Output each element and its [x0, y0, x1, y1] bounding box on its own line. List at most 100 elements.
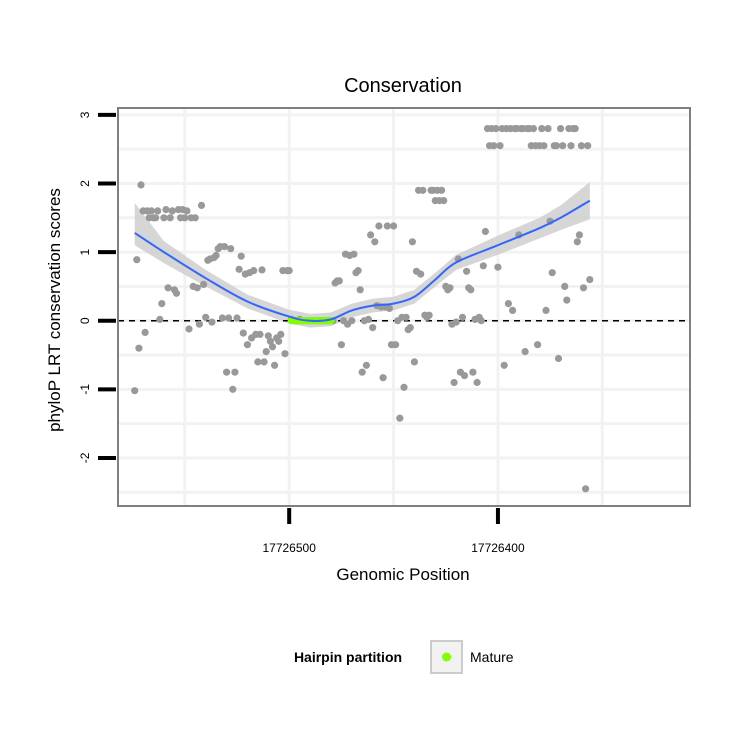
chart-title: Conservation [344, 75, 462, 97]
data-point [197, 201, 206, 209]
y-tick-label: -1 [78, 384, 92, 395]
data-point [496, 142, 504, 150]
data-point [354, 267, 362, 275]
data-point [258, 266, 266, 274]
data-point [371, 238, 379, 246]
data-point [544, 125, 552, 133]
data-point [577, 142, 586, 150]
data-point [573, 238, 581, 246]
data-point [337, 341, 345, 349]
data-point [438, 186, 446, 194]
data-point [183, 207, 191, 215]
legend-label-mature: Mature [470, 649, 514, 665]
data-point [561, 282, 569, 290]
data-point [390, 222, 398, 230]
data-point [446, 284, 454, 292]
data-point [166, 214, 174, 222]
data-point [256, 330, 264, 338]
data-point [458, 313, 467, 321]
data-point [281, 350, 289, 358]
data-point [481, 227, 489, 236]
data-point [494, 263, 502, 271]
data-point [364, 315, 373, 323]
data-point [191, 214, 199, 222]
data-point [410, 358, 418, 366]
data-point [285, 267, 293, 275]
data-point [586, 276, 594, 284]
data-point [358, 368, 366, 376]
data-point [162, 206, 170, 214]
y-tick-label: -2 [78, 452, 92, 463]
data-point [231, 368, 239, 376]
data-point [440, 197, 448, 205]
data-point [212, 251, 220, 260]
data-point [375, 222, 383, 230]
data-point [133, 256, 141, 264]
data-point [356, 286, 364, 294]
data-point [529, 125, 538, 133]
data-point [408, 238, 416, 246]
data-point [369, 324, 377, 332]
data-point [137, 181, 145, 189]
data-point [195, 320, 203, 328]
y-tick-label: 2 [78, 180, 92, 187]
data-point [266, 337, 274, 345]
data-point [168, 207, 176, 215]
data-point [469, 368, 477, 376]
data-point [185, 325, 193, 333]
data-point [220, 243, 229, 251]
data-point [268, 343, 277, 351]
legend-title: Hairpin partition [294, 649, 402, 665]
data-point [225, 314, 233, 322]
data-point [227, 245, 235, 253]
data-point [158, 300, 166, 308]
data-point [229, 385, 237, 393]
data-point [567, 142, 575, 150]
data-point [218, 314, 226, 322]
data-point [141, 328, 149, 336]
data-point [463, 267, 471, 275]
data-point [254, 358, 262, 366]
data-point [584, 142, 592, 150]
x-tick-label: 17726400 [471, 541, 525, 555]
data-point [264, 332, 272, 340]
data-point [135, 344, 143, 352]
legend-mature-dot [442, 652, 451, 662]
x-axis: 17726500 17726400 [262, 508, 525, 555]
data-point [152, 214, 160, 222]
data-point [540, 142, 548, 150]
data-point [396, 414, 404, 422]
data-point [450, 378, 458, 387]
data-point [271, 361, 279, 369]
legend: Hairpin partition Mature [294, 640, 514, 674]
data-point [538, 125, 546, 133]
data-point [477, 317, 485, 325]
data-point [131, 387, 139, 395]
data-point [492, 125, 500, 133]
data-point [350, 250, 358, 258]
data-point [160, 214, 168, 222]
data-point [172, 289, 181, 297]
y-tick-label: 3 [78, 111, 92, 118]
plot-panel [117, 107, 691, 507]
data-point [223, 368, 231, 376]
data-point [250, 267, 258, 275]
mature-points-layer [287, 317, 335, 325]
x-tick-label: 17726500 [262, 541, 316, 555]
data-point [335, 277, 343, 285]
data-point [277, 330, 285, 338]
data-point [554, 354, 563, 363]
data-point [154, 207, 162, 215]
data-point [237, 252, 245, 260]
data-point [467, 286, 475, 294]
data-point [571, 125, 579, 133]
data-point [406, 324, 414, 332]
data-point [239, 329, 247, 337]
y-axis: -2 -1 0 1 2 3 [78, 111, 116, 463]
data-point [552, 142, 561, 150]
data-point [419, 186, 427, 194]
data-point [164, 284, 172, 292]
data-point [548, 269, 556, 277]
data-point [383, 222, 391, 230]
